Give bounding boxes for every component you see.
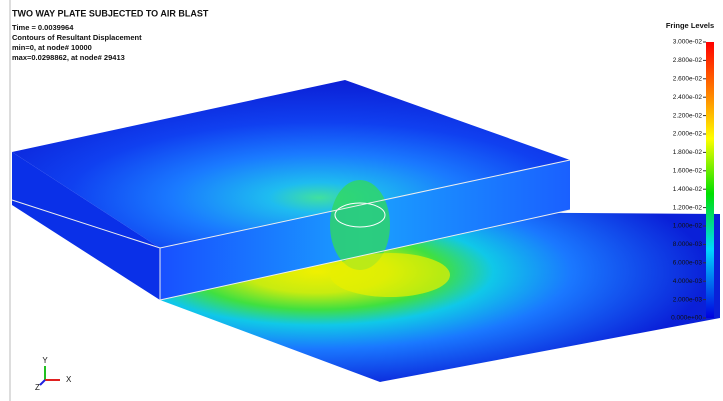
- triad-label: X: [66, 375, 72, 384]
- color-bar: [706, 42, 714, 318]
- level-label: 8.000e-03: [673, 241, 703, 248]
- level-label: 6.000e-03: [673, 260, 703, 267]
- viewport: TWO WAY PLATE SUBJECTED TO AIR BLAST Tim…: [0, 0, 723, 401]
- level-label: 1.800e-02: [673, 149, 703, 156]
- level-label: 2.200e-02: [673, 112, 703, 119]
- level-label: 2.000e-03: [673, 296, 703, 303]
- level-label: 1.000e-02: [673, 223, 703, 230]
- level-label: 4.000e-03: [673, 278, 703, 285]
- header-line: max=0.0298862, at node# 29413: [12, 53, 125, 62]
- level-label: 2.800e-02: [673, 57, 703, 64]
- level-label: 3.000e-02: [673, 39, 703, 46]
- axis-z: [40, 380, 45, 385]
- level-label: 1.200e-02: [673, 204, 703, 211]
- level-label: 2.000e-02: [673, 131, 703, 138]
- title: TWO WAY PLATE SUBJECTED TO AIR BLAST: [12, 8, 209, 18]
- level-label: 2.600e-02: [673, 76, 703, 83]
- level-label: 0.000e+00: [671, 315, 702, 322]
- hot-zone: [330, 253, 450, 297]
- triad-label: Z: [35, 383, 40, 392]
- level-label: 1.400e-02: [673, 186, 703, 193]
- triad-label: Y: [42, 356, 48, 365]
- header-line: min=0, at node# 10000: [12, 43, 92, 52]
- level-label: 2.400e-02: [673, 94, 703, 101]
- legend-title: Fringe Levels: [666, 21, 714, 30]
- level-label: 1.600e-02: [673, 168, 703, 175]
- header-line: Time = 0.0039964: [12, 23, 74, 32]
- header-line: Contours of Resultant Displacement: [12, 33, 142, 42]
